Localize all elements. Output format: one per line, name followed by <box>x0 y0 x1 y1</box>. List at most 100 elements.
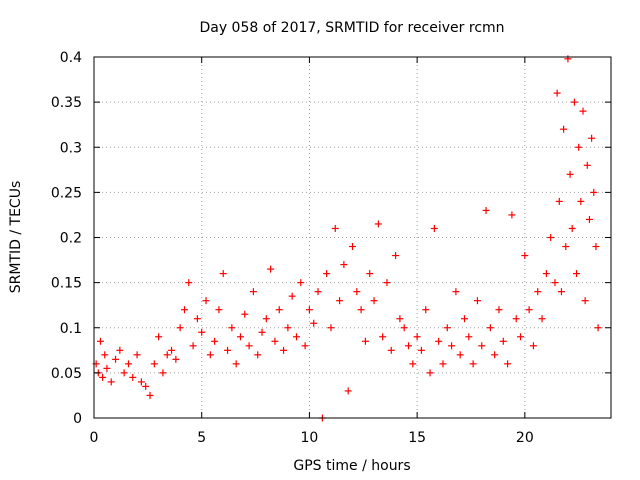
data-point <box>198 328 206 336</box>
y-tick-label: 0.4 <box>60 50 82 66</box>
data-point <box>236 333 244 341</box>
data-point <box>288 292 296 300</box>
data-point <box>142 382 150 390</box>
data-point <box>275 306 283 314</box>
data-point <box>486 324 494 332</box>
data-point <box>305 306 313 314</box>
data-point <box>579 107 587 115</box>
data-point <box>159 369 167 377</box>
data-point <box>249 288 257 296</box>
data-point <box>555 197 563 205</box>
data-point <box>594 324 602 332</box>
data-point <box>357 306 365 314</box>
data-point <box>99 373 107 381</box>
data-point <box>590 188 598 196</box>
data-point <box>456 351 464 359</box>
data-point <box>534 288 542 296</box>
data-point <box>566 170 574 178</box>
data-point <box>215 306 223 314</box>
data-point <box>353 288 361 296</box>
y-tick-label: 0.35 <box>51 95 82 111</box>
data-point <box>417 346 425 354</box>
data-point <box>413 333 421 341</box>
data-point <box>163 351 171 359</box>
data-point <box>542 270 550 278</box>
y-tick-label: 0.1 <box>60 321 82 337</box>
data-point <box>379 333 387 341</box>
plot-frame <box>93 56 612 419</box>
x-tick-label: 0 <box>90 430 99 446</box>
x-tick-label: 5 <box>197 430 206 446</box>
axis-ticks <box>93 56 611 419</box>
data-point <box>525 306 533 314</box>
data-point <box>585 215 593 223</box>
data-point <box>245 342 253 350</box>
data-point <box>508 211 516 219</box>
data-point <box>258 328 266 336</box>
data-point <box>150 360 158 368</box>
data-point <box>323 270 331 278</box>
data-point <box>180 306 188 314</box>
data-point <box>396 315 404 323</box>
data-point <box>469 360 477 368</box>
data-point <box>262 315 270 323</box>
data-point <box>426 369 434 377</box>
data-point <box>284 324 292 332</box>
data-point <box>557 288 565 296</box>
x-axis-label: GPS time / hours <box>293 458 410 474</box>
data-point <box>592 243 600 251</box>
data-point <box>562 243 570 251</box>
data-point <box>577 197 585 205</box>
data-point <box>491 351 499 359</box>
data-point <box>193 315 201 323</box>
data-point <box>383 279 391 287</box>
data-point <box>374 220 382 228</box>
data-point <box>271 337 279 345</box>
data-point <box>155 333 163 341</box>
data-point <box>314 288 322 296</box>
data-point <box>301 342 309 350</box>
data-point <box>224 346 232 354</box>
data-point <box>583 161 591 169</box>
y-tick-label: 0.05 <box>51 366 82 382</box>
data-point <box>588 134 596 142</box>
data-point <box>206 351 214 359</box>
data-point <box>499 337 507 345</box>
data-point <box>172 355 180 363</box>
data-point <box>336 297 344 305</box>
data-point <box>551 279 559 287</box>
data-point <box>267 265 275 273</box>
data-point <box>478 342 486 350</box>
data-point <box>504 360 512 368</box>
data-point <box>387 346 395 354</box>
data-point <box>280 346 288 354</box>
data-point <box>581 297 589 305</box>
data-point <box>573 270 581 278</box>
data-point <box>564 55 572 63</box>
data-point <box>116 346 124 354</box>
data-point <box>517 333 525 341</box>
y-tick-label: 0.2 <box>60 231 82 247</box>
data-point <box>538 315 546 323</box>
data-point <box>112 355 120 363</box>
data-point <box>297 279 305 287</box>
data-point <box>400 324 408 332</box>
data-points <box>92 55 602 422</box>
data-point <box>211 337 219 345</box>
tick-labels: 0 5 10 15 20 0 0.05 0.1 0.15 0.2 0.25 0.3 0.35 0.4 <box>51 50 534 446</box>
data-point <box>568 224 576 232</box>
data-point <box>430 224 438 232</box>
data-point <box>219 270 227 278</box>
data-point <box>409 360 417 368</box>
data-point <box>292 333 300 341</box>
data-point <box>107 378 115 386</box>
data-point <box>361 337 369 345</box>
data-point <box>129 373 137 381</box>
data-point <box>560 125 568 133</box>
x-tick-label: 20 <box>516 430 534 446</box>
data-point <box>232 360 240 368</box>
data-point <box>370 297 378 305</box>
gridlines <box>94 57 611 418</box>
y-tick-label: 0.25 <box>51 185 82 201</box>
